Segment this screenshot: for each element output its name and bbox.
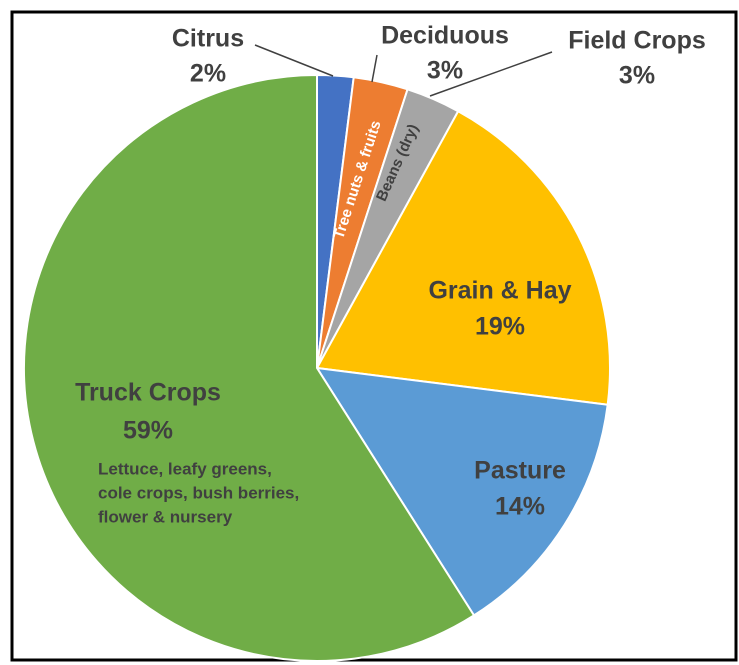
slice-label: Truck Crops (75, 379, 221, 407)
slice-label: Citrus (172, 25, 244, 53)
annotation: Lettuce, leafy greens, (98, 459, 272, 478)
value-label: 19% (475, 313, 525, 341)
value-label: 14% (495, 493, 545, 521)
leader-line (254, 44, 334, 77)
leader-line (371, 54, 378, 83)
pie-slice (315, 366, 609, 617)
leader-line (429, 51, 553, 97)
pie-slice (315, 109, 611, 406)
slice-label: Pasture (474, 457, 566, 485)
pie-slice (23, 73, 476, 662)
value-label: 3% (619, 62, 655, 90)
value-label: 2% (190, 60, 226, 88)
slice-label: Deciduous (381, 22, 509, 50)
value-label: 59% (123, 417, 173, 445)
annotation: flower & nursery (98, 507, 233, 526)
value-label: 3% (427, 57, 463, 85)
slice-label: Grain & Hay (428, 277, 571, 305)
slice-label: Field Crops (568, 27, 706, 55)
annotation: cole crops, bush berries, (98, 483, 299, 502)
